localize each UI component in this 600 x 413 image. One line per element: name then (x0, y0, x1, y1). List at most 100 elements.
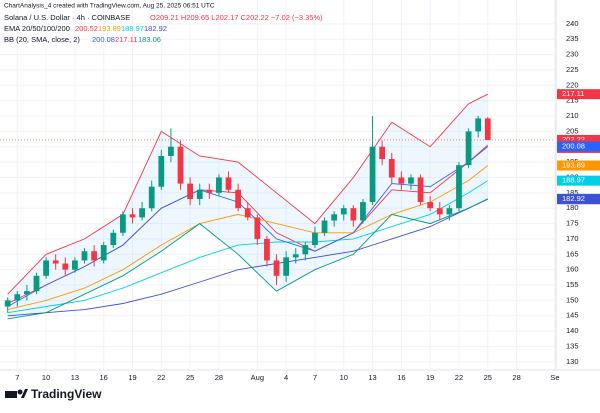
plot (0, 0, 556, 370)
candle-body (62, 263, 69, 270)
x-tick-label: 25 (484, 373, 492, 382)
candle-body (4, 300, 11, 307)
candle-body (100, 245, 107, 261)
y-tick-label: 135 (566, 341, 579, 350)
x-tick-label: 7 (313, 373, 317, 382)
candle-body (292, 254, 299, 258)
candle-body (235, 189, 242, 209)
y-tick-label: 160 (566, 265, 579, 274)
x-tick-label: 28 (512, 373, 520, 382)
candle-body (312, 232, 318, 246)
x-tick-label: 22 (157, 373, 165, 382)
x-tick-label: Aug (251, 373, 264, 382)
y-tick-label: 180 (566, 203, 579, 212)
candle-body (484, 118, 491, 140)
candle-body (417, 177, 424, 203)
candle-body (33, 275, 40, 292)
candle-body (72, 260, 78, 270)
candle-body (408, 177, 414, 184)
candle-body (379, 146, 386, 160)
candle-body (331, 214, 338, 221)
x-tick-label: 16 (100, 373, 108, 382)
x-tick-label: 25 (186, 373, 194, 382)
y-tick-label: 155 (566, 280, 579, 289)
candle-body (340, 208, 347, 215)
candle-body (120, 214, 126, 233)
candle-body (350, 208, 357, 221)
candle-body (456, 165, 462, 209)
y-tick-label: 220 (566, 80, 579, 89)
indicator-line (7, 198, 488, 317)
x-tick-label: 10 (42, 373, 50, 382)
y-tick-label: 145 (566, 311, 579, 320)
x-tick-label: 13 (368, 373, 376, 382)
y-tick-label: 240 (566, 19, 579, 28)
bb-label: BB (20, SMA, close, 2) (4, 35, 80, 44)
x-tick-label: 13 (71, 373, 79, 382)
y-tick-label: 175 (566, 219, 579, 228)
candle-body (446, 208, 453, 215)
price-tag (557, 160, 600, 171)
y-tick-label: 165 (566, 249, 579, 258)
overlay: ChartAnalysis_4 created with TradingView… (0, 0, 600, 401)
legend-value: 193.89 (98, 24, 121, 33)
candle-body (369, 146, 376, 203)
price-tag (557, 141, 600, 152)
x-tick-label: 16 (397, 373, 405, 382)
legend-value: 200.52 (75, 24, 98, 33)
price-tag-label: 193.89 (562, 161, 585, 170)
price-tag-label: 182.92 (562, 194, 585, 203)
candle-body (398, 177, 405, 184)
candle-body (81, 251, 88, 261)
candle-body (388, 159, 395, 178)
candle-body (264, 238, 270, 261)
candle-body (360, 202, 366, 221)
candle-body (254, 217, 261, 239)
candle-body (225, 177, 232, 190)
indicator-line (7, 198, 488, 320)
x-tick-label: 22 (455, 373, 463, 382)
x-tick-label: 19 (426, 373, 434, 382)
candle-body (206, 189, 213, 193)
candle-body (148, 186, 155, 209)
y-tick-label: 205 (566, 126, 579, 135)
ohlc: O209.21 H209.65 L202.17 C202.22 −7.02 (−… (150, 13, 323, 22)
y-tick-label: 230 (566, 50, 579, 59)
ema-label: EMA 20/50/100/200 (4, 24, 70, 33)
x-tick-label: Se (550, 373, 559, 382)
candle-body (475, 118, 482, 132)
legend-value: 188.97 (121, 24, 144, 33)
candle-body (273, 260, 280, 276)
price-tag (557, 175, 600, 186)
candle-body (139, 208, 145, 218)
candle-body (244, 208, 251, 218)
y-tick-label: 130 (566, 357, 579, 366)
candle-body (196, 189, 203, 199)
candle-body (321, 220, 328, 233)
price-tag (557, 194, 600, 205)
candle-body (216, 177, 222, 193)
candle-body (129, 214, 136, 218)
y-tick-label: 215 (566, 96, 579, 105)
watermark: ChartAnalysis_4 created with TradingView… (4, 3, 215, 10)
candle-body (168, 146, 174, 156)
candle-body (14, 294, 21, 301)
brand: TradingView (31, 387, 102, 401)
legend-value: 217.11 (115, 35, 137, 44)
candle-body (465, 131, 472, 166)
candle-body (52, 260, 59, 264)
legend-value: 182.92 (144, 24, 167, 33)
candle-body (91, 251, 97, 261)
candle-body (436, 208, 443, 215)
candle-body (302, 245, 309, 255)
x-tick-label: 10 (340, 373, 348, 382)
chart-title: Solana / U.S. Dollar · 4h · COINBASE (4, 13, 130, 22)
price-tag-label: 202.22 (562, 135, 585, 144)
price-tag (557, 89, 600, 100)
logo (5, 389, 28, 398)
y-tick-label: 185 (566, 188, 579, 197)
candle-body (24, 291, 30, 295)
price-tag-label: 188.97 (562, 176, 585, 185)
